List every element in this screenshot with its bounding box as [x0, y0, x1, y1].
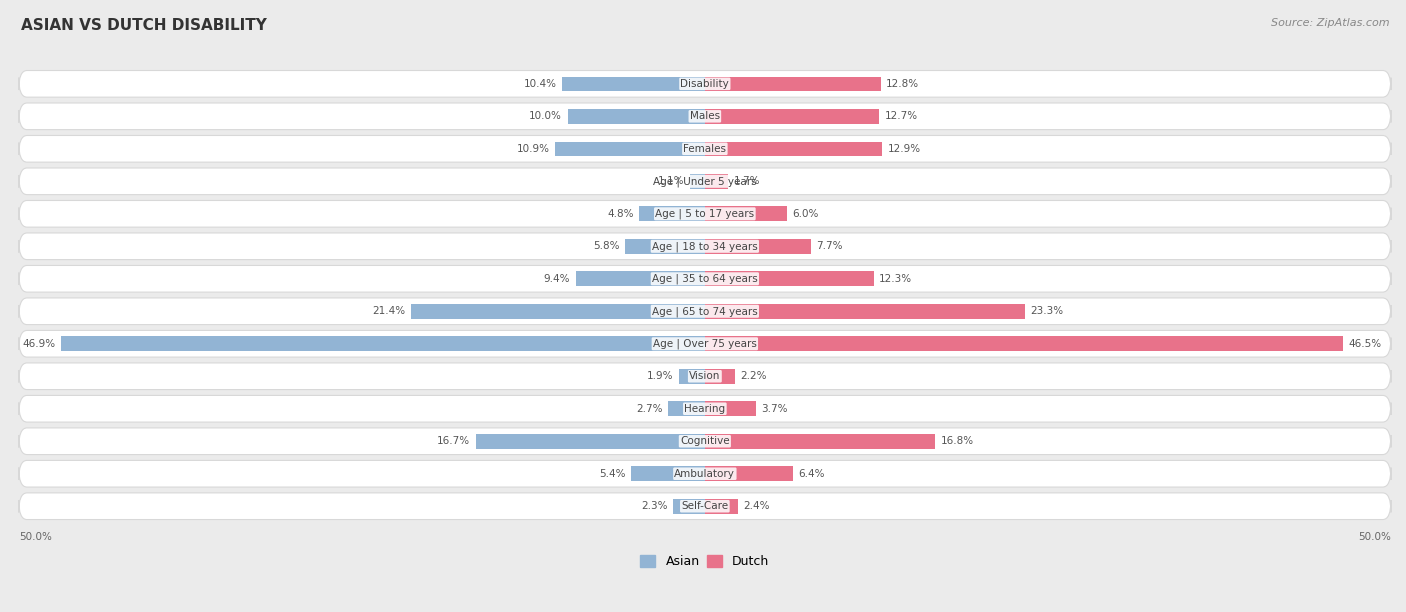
Bar	[690, 174, 704, 188]
FancyBboxPatch shape	[18, 70, 1391, 97]
Bar	[411, 304, 704, 319]
FancyBboxPatch shape	[18, 428, 1391, 455]
Text: 1.1%: 1.1%	[658, 176, 685, 186]
Text: 12.9%: 12.9%	[887, 144, 921, 154]
Text: Vision: Vision	[689, 371, 720, 381]
Text: 6.4%: 6.4%	[799, 469, 825, 479]
Text: 1.9%: 1.9%	[647, 371, 673, 381]
Bar	[62, 337, 704, 351]
Bar	[704, 434, 935, 449]
Bar	[704, 141, 882, 156]
Text: 10.9%: 10.9%	[517, 144, 550, 154]
Bar	[475, 434, 704, 449]
Text: Disability: Disability	[681, 79, 730, 89]
Text: 3.7%: 3.7%	[761, 404, 787, 414]
Text: 7.7%: 7.7%	[815, 241, 842, 252]
FancyBboxPatch shape	[18, 363, 1391, 390]
Bar	[704, 369, 735, 384]
Text: Age | 65 to 74 years: Age | 65 to 74 years	[652, 306, 758, 316]
Bar	[704, 499, 738, 513]
Text: 1.7%: 1.7%	[734, 176, 761, 186]
FancyBboxPatch shape	[18, 460, 1391, 487]
FancyBboxPatch shape	[18, 395, 1391, 422]
Text: 23.3%: 23.3%	[1031, 306, 1063, 316]
Bar	[704, 206, 787, 221]
Text: 50.0%: 50.0%	[18, 532, 52, 542]
FancyBboxPatch shape	[18, 201, 1391, 227]
Bar	[704, 239, 810, 253]
Bar	[668, 401, 704, 416]
FancyBboxPatch shape	[18, 168, 1391, 195]
Text: Age | Under 5 years: Age | Under 5 years	[652, 176, 756, 187]
Text: 10.4%: 10.4%	[523, 79, 557, 89]
Text: Males: Males	[690, 111, 720, 121]
FancyBboxPatch shape	[18, 233, 1391, 259]
Text: Age | Over 75 years: Age | Over 75 years	[652, 338, 756, 349]
Bar	[704, 174, 728, 188]
Text: 2.2%: 2.2%	[741, 371, 768, 381]
Bar	[704, 76, 880, 91]
FancyBboxPatch shape	[18, 330, 1391, 357]
Text: Self-Care: Self-Care	[682, 501, 728, 511]
FancyBboxPatch shape	[18, 135, 1391, 162]
Text: 46.9%: 46.9%	[22, 339, 56, 349]
Text: 2.4%: 2.4%	[744, 501, 769, 511]
Bar	[679, 369, 704, 384]
Text: Age | 35 to 64 years: Age | 35 to 64 years	[652, 274, 758, 284]
Bar	[704, 272, 873, 286]
Text: 12.3%: 12.3%	[879, 274, 912, 284]
Text: Source: ZipAtlas.com: Source: ZipAtlas.com	[1271, 18, 1389, 28]
Bar	[568, 109, 704, 124]
Text: Age | 5 to 17 years: Age | 5 to 17 years	[655, 209, 755, 219]
Bar	[704, 466, 793, 481]
Text: Hearing: Hearing	[685, 404, 725, 414]
Bar	[562, 76, 704, 91]
Text: 5.8%: 5.8%	[593, 241, 620, 252]
FancyBboxPatch shape	[18, 493, 1391, 520]
Bar	[704, 401, 755, 416]
Text: 46.5%: 46.5%	[1348, 339, 1382, 349]
Text: Cognitive: Cognitive	[681, 436, 730, 446]
Text: 10.0%: 10.0%	[529, 111, 562, 121]
Legend: Asian, Dutch: Asian, Dutch	[636, 550, 775, 573]
Bar	[555, 141, 704, 156]
Bar	[576, 272, 704, 286]
Text: 12.7%: 12.7%	[884, 111, 918, 121]
FancyBboxPatch shape	[18, 103, 1391, 130]
Text: 16.8%: 16.8%	[941, 436, 974, 446]
Text: 21.4%: 21.4%	[373, 306, 406, 316]
Bar	[638, 206, 704, 221]
Text: ASIAN VS DUTCH DISABILITY: ASIAN VS DUTCH DISABILITY	[21, 18, 267, 34]
Text: 2.7%: 2.7%	[636, 404, 662, 414]
Bar	[673, 499, 704, 513]
Text: 4.8%: 4.8%	[607, 209, 634, 219]
Text: Age | 18 to 34 years: Age | 18 to 34 years	[652, 241, 758, 252]
Text: 12.8%: 12.8%	[886, 79, 920, 89]
Text: Females: Females	[683, 144, 727, 154]
Bar	[704, 109, 879, 124]
FancyBboxPatch shape	[18, 266, 1391, 292]
Bar	[704, 337, 1343, 351]
Text: 2.3%: 2.3%	[641, 501, 668, 511]
Text: 6.0%: 6.0%	[793, 209, 820, 219]
Text: 5.4%: 5.4%	[599, 469, 626, 479]
Bar	[626, 239, 704, 253]
FancyBboxPatch shape	[18, 298, 1391, 324]
Bar	[704, 304, 1025, 319]
Text: 9.4%: 9.4%	[544, 274, 571, 284]
Text: Ambulatory: Ambulatory	[675, 469, 735, 479]
Text: 50.0%: 50.0%	[1358, 532, 1391, 542]
Text: 16.7%: 16.7%	[437, 436, 470, 446]
Bar	[631, 466, 704, 481]
